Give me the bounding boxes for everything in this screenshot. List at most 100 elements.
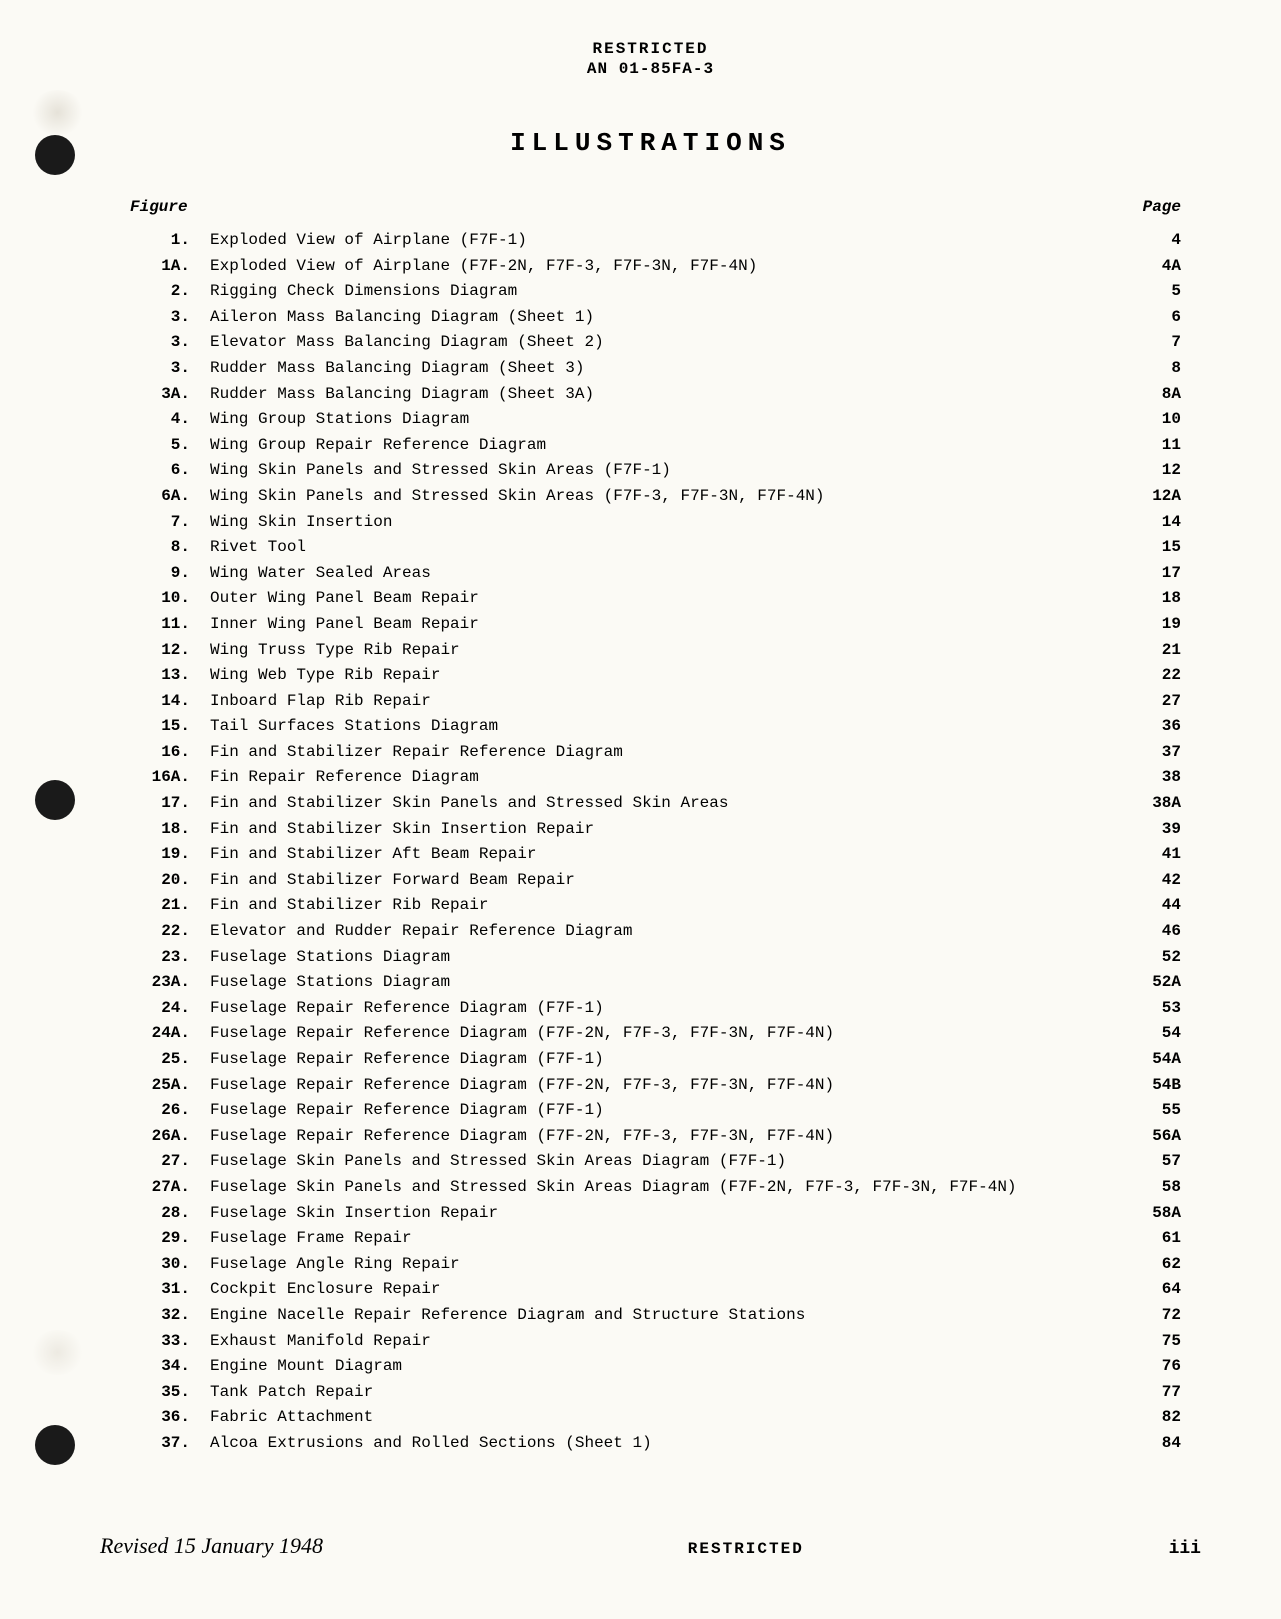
- figure-page: 19: [1121, 612, 1181, 638]
- figure-page: 53: [1121, 996, 1181, 1022]
- footer-page-number: iii: [1169, 1539, 1201, 1559]
- figure-number: 23A.: [130, 970, 210, 996]
- figure-number: 23.: [130, 945, 210, 971]
- figure-page: 14: [1121, 510, 1181, 536]
- figure-number: 7.: [130, 510, 210, 536]
- figure-page: 44: [1121, 893, 1181, 919]
- figure-row: 3.Rudder Mass Balancing Diagram (Sheet 3…: [130, 356, 1181, 382]
- figure-page: 54B: [1121, 1073, 1181, 1099]
- header-doc-id: AN 01-85FA-3: [100, 60, 1201, 78]
- figure-page: 8A: [1121, 382, 1181, 408]
- figure-row: 13.Wing Web Type Rib Repair22: [130, 663, 1181, 689]
- figure-row: 34.Engine Mount Diagram76: [130, 1354, 1181, 1380]
- figure-title: Cockpit Enclosure Repair: [210, 1277, 1121, 1303]
- figure-title: Outer Wing Panel Beam Repair: [210, 586, 1121, 612]
- figure-title: Exhaust Manifold Repair: [210, 1329, 1121, 1355]
- figure-page: 8: [1121, 356, 1181, 382]
- figure-number: 26.: [130, 1098, 210, 1124]
- figure-number: 30.: [130, 1252, 210, 1278]
- figure-row: 11.Inner Wing Panel Beam Repair19: [130, 612, 1181, 638]
- figure-number: 35.: [130, 1380, 210, 1406]
- figure-row: 7.Wing Skin Insertion14: [130, 510, 1181, 536]
- figure-row: 27.Fuselage Skin Panels and Stressed Ski…: [130, 1149, 1181, 1175]
- figure-row: 23.Fuselage Stations Diagram52: [130, 945, 1181, 971]
- figure-page: 27: [1121, 689, 1181, 715]
- figure-number: 11.: [130, 612, 210, 638]
- figure-number: 9.: [130, 561, 210, 587]
- figure-page: 39: [1121, 817, 1181, 843]
- figure-number: 10.: [130, 586, 210, 612]
- figure-row: 3.Aileron Mass Balancing Diagram (Sheet …: [130, 305, 1181, 331]
- figure-title: Engine Mount Diagram: [210, 1354, 1121, 1380]
- figure-row: 21.Fin and Stabilizer Rib Repair44: [130, 893, 1181, 919]
- figure-number: 16.: [130, 740, 210, 766]
- figure-number: 2.: [130, 279, 210, 305]
- figure-row: 15.Tail Surfaces Stations Diagram36: [130, 714, 1181, 740]
- figure-title: Wing Group Stations Diagram: [210, 407, 1121, 433]
- figure-row: 28.Fuselage Skin Insertion Repair58A: [130, 1201, 1181, 1227]
- figure-number: 24A.: [130, 1021, 210, 1047]
- punch-hole: [35, 135, 75, 175]
- figure-page: 4A: [1121, 254, 1181, 280]
- figure-title: Fin and Stabilizer Forward Beam Repair: [210, 868, 1121, 894]
- figure-row: 26A.Fuselage Repair Reference Diagram (F…: [130, 1124, 1181, 1150]
- figure-number: 29.: [130, 1226, 210, 1252]
- figure-row: 20.Fin and Stabilizer Forward Beam Repai…: [130, 868, 1181, 894]
- figure-page: 72: [1121, 1303, 1181, 1329]
- figure-title: Wing Skin Panels and Stressed Skin Areas…: [210, 458, 1121, 484]
- figure-row: 1.Exploded View of Airplane (F7F-1)4: [130, 228, 1181, 254]
- figure-title: Exploded View of Airplane (F7F-1): [210, 228, 1121, 254]
- figure-page: 76: [1121, 1354, 1181, 1380]
- figure-row: 23A.Fuselage Stations Diagram52A: [130, 970, 1181, 996]
- figure-row: 35.Tank Patch Repair77: [130, 1380, 1181, 1406]
- figure-title: Fin and Stabilizer Rib Repair: [210, 893, 1121, 919]
- figure-number: 8.: [130, 535, 210, 561]
- figure-row: 6.Wing Skin Panels and Stressed Skin Are…: [130, 458, 1181, 484]
- figure-page: 52A: [1121, 970, 1181, 996]
- figure-row: 26.Fuselage Repair Reference Diagram (F7…: [130, 1098, 1181, 1124]
- figure-page: 6: [1121, 305, 1181, 331]
- figure-number: 22.: [130, 919, 210, 945]
- figure-page: 61: [1121, 1226, 1181, 1252]
- figure-row: 32.Engine Nacelle Repair Reference Diagr…: [130, 1303, 1181, 1329]
- figure-number: 3.: [130, 305, 210, 331]
- figure-title: Tail Surfaces Stations Diagram: [210, 714, 1121, 740]
- figure-title: Fin and Stabilizer Skin Insertion Repair: [210, 817, 1121, 843]
- figure-number: 36.: [130, 1405, 210, 1431]
- figure-number: 28.: [130, 1201, 210, 1227]
- figure-title: Exploded View of Airplane (F7F-2N, F7F-3…: [210, 254, 1121, 280]
- figure-title: Fin Repair Reference Diagram: [210, 765, 1121, 791]
- figure-title: Fuselage Stations Diagram: [210, 945, 1121, 971]
- figure-row: 4.Wing Group Stations Diagram10: [130, 407, 1181, 433]
- figure-row: 12.Wing Truss Type Rib Repair21: [130, 638, 1181, 664]
- figure-title: Tank Patch Repair: [210, 1380, 1121, 1406]
- figure-title: Fuselage Repair Reference Diagram (F7F-1…: [210, 996, 1121, 1022]
- figure-page: 11: [1121, 433, 1181, 459]
- figure-title: Elevator Mass Balancing Diagram (Sheet 2…: [210, 330, 1121, 356]
- figure-row: 31.Cockpit Enclosure Repair64: [130, 1277, 1181, 1303]
- figure-page: 77: [1121, 1380, 1181, 1406]
- figure-page: 22: [1121, 663, 1181, 689]
- figure-title: Fabric Attachment: [210, 1405, 1121, 1431]
- figure-title: Fuselage Angle Ring Repair: [210, 1252, 1121, 1278]
- figure-number: 19.: [130, 842, 210, 868]
- figure-row: 5.Wing Group Repair Reference Diagram11: [130, 433, 1181, 459]
- figure-title: Elevator and Rudder Repair Reference Dia…: [210, 919, 1121, 945]
- figure-title: Rivet Tool: [210, 535, 1121, 561]
- figure-page: 18: [1121, 586, 1181, 612]
- figure-page: 17: [1121, 561, 1181, 587]
- figure-row: 19.Fin and Stabilizer Aft Beam Repair41: [130, 842, 1181, 868]
- figure-number: 17.: [130, 791, 210, 817]
- figure-page: 41: [1121, 842, 1181, 868]
- figure-number: 16A.: [130, 765, 210, 791]
- figure-number: 18.: [130, 817, 210, 843]
- figure-page: 52: [1121, 945, 1181, 971]
- figure-number: 20.: [130, 868, 210, 894]
- figure-number: 25A.: [130, 1073, 210, 1099]
- figure-number: 6A.: [130, 484, 210, 510]
- figure-row: 30.Fuselage Angle Ring Repair62: [130, 1252, 1181, 1278]
- paper-smudge: [30, 90, 85, 135]
- figure-list: 1.Exploded View of Airplane (F7F-1)41A.E…: [100, 228, 1201, 1457]
- figure-number: 26A.: [130, 1124, 210, 1150]
- figure-page: 21: [1121, 638, 1181, 664]
